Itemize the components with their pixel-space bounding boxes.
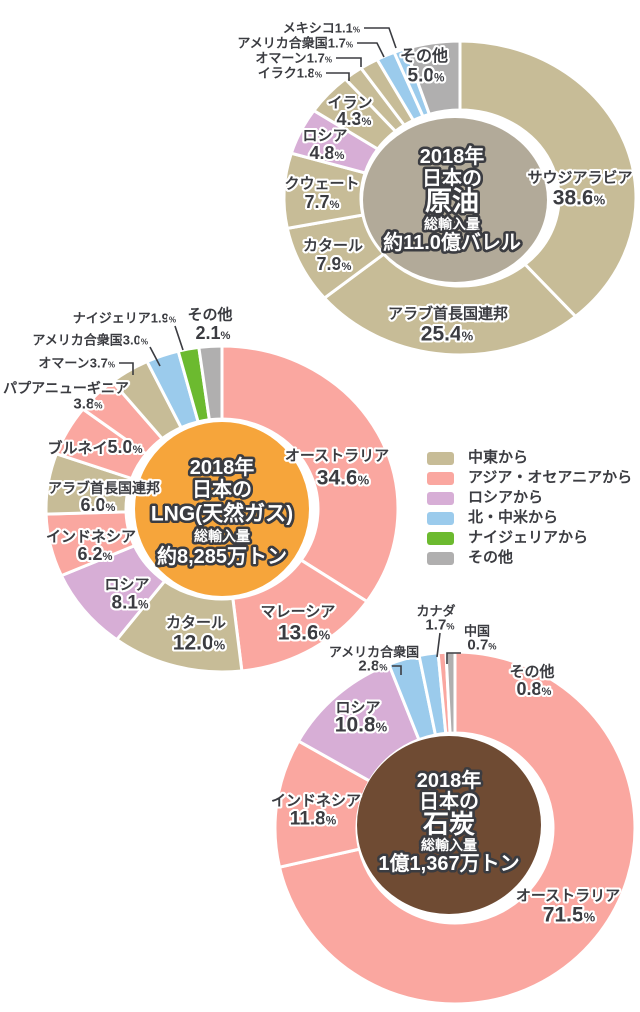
legend-label: 中東から [468, 449, 529, 466]
oil-leader-line-1 [336, 57, 362, 67]
coal-leader-line-1 [436, 632, 441, 658]
slice-oil-サウジアラビア [458, 39, 638, 319]
legend-item-中東から: 中東から [427, 449, 632, 466]
legend-item-その他: その他 [427, 549, 632, 566]
legend-item-アジア・オセアニアから: アジア・オセアニアから [427, 469, 633, 486]
coal-center-disc [357, 736, 541, 914]
legend-label: ロシアから [468, 489, 544, 506]
coal-leader-line-2 [446, 652, 461, 664]
legend-swatch-中東から [427, 451, 454, 465]
lng-leader-line-1 [149, 346, 161, 367]
oil-leader-line-2 [357, 42, 385, 58]
oil-leader-line-3 [364, 27, 397, 49]
legend-swatch-ナイジェリアから [427, 531, 454, 545]
legend-item-北・中米から: 北・中米から [427, 509, 632, 526]
slice-coal-その他 [444, 650, 457, 735]
legend-item-ナイジェリアから: ナイジェリアから [427, 529, 632, 546]
legend: 中東からアジア・オセアニアから ロシアから北・中米からナイジェリアから その他 [427, 449, 633, 571]
lng-center-disc [135, 422, 309, 596]
oil-leader-line-0 [326, 72, 350, 81]
legend-swatch-北・中米から [427, 511, 454, 525]
oil-center-disc [363, 118, 547, 282]
slice-coal-オーストラリア [277, 650, 637, 1006]
slice-oil-アラブ首長国連邦 [322, 252, 578, 357]
slice-lng-オーストラリア [220, 344, 400, 604]
legend-swatch-アジア・オセアニアから [427, 471, 454, 485]
slice-oil-その他 [403, 39, 462, 117]
legend-swatch-その他 [427, 551, 454, 565]
legend-label: その他 [468, 549, 514, 566]
coal-leader-line-0 [392, 665, 402, 675]
lng-leader-line-2 [174, 325, 184, 351]
legend-label: 北・中米から [468, 509, 559, 526]
legend-swatch-ロシアから [427, 491, 454, 505]
slice-lng-その他 [197, 344, 224, 422]
lng-leader-line-0 [119, 362, 134, 375]
legend-label: ナイジェリアから [468, 529, 589, 546]
legend-label: アジア・オセアニアから [468, 469, 633, 486]
legend-item-ロシアから: ロシアから [427, 489, 632, 506]
